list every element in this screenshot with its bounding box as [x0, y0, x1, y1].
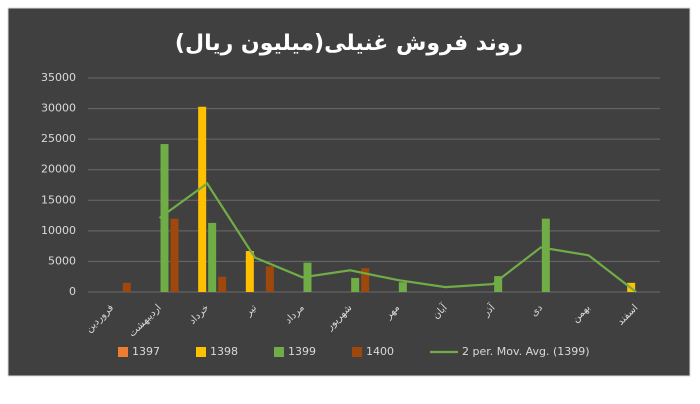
- y-tick-label: 30000: [41, 102, 76, 115]
- y-tick-label: 5000: [48, 254, 76, 267]
- legend-swatch: [274, 347, 284, 357]
- bar: [494, 276, 503, 292]
- chart-area: [7, 7, 691, 377]
- bar: [265, 266, 274, 292]
- chart-title: روند فروش غنیلی(میلیون ریال): [175, 31, 523, 56]
- legend-swatch: [352, 347, 362, 357]
- y-tick-label: 10000: [41, 224, 76, 237]
- trend-line: [158, 181, 637, 293]
- bar: [245, 251, 254, 292]
- legend-swatch: [118, 347, 128, 357]
- y-tick-label: 35000: [41, 71, 76, 84]
- bar: [361, 268, 370, 292]
- legend-swatch: [196, 347, 206, 357]
- legend-label: 1399: [288, 345, 316, 358]
- y-tick-label: 15000: [41, 193, 76, 206]
- y-tick-label: 20000: [41, 163, 76, 176]
- legend-label: 1398: [210, 345, 238, 358]
- bar: [541, 218, 550, 292]
- bar: [122, 282, 131, 292]
- bar: [351, 277, 360, 292]
- bar: [170, 218, 179, 292]
- bar: [160, 144, 169, 292]
- legend-label: 1400: [366, 345, 394, 358]
- legend-label: 2 per. Mov. Avg. (1399): [462, 345, 590, 358]
- y-tick-label: 25000: [41, 132, 76, 145]
- legend-label: 1397: [132, 345, 160, 358]
- bar: [218, 276, 227, 292]
- y-tick-label: 0: [69, 285, 76, 298]
- bar: [208, 222, 217, 292]
- bar: [398, 282, 407, 292]
- bar: [198, 106, 207, 292]
